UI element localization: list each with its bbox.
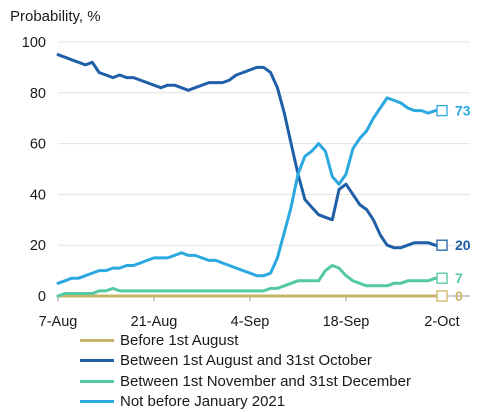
series-line-not-before-jan-2021 (56, 96, 444, 285)
series-line-between-aug-oct (56, 53, 444, 250)
end-marker-between-aug-oct (436, 239, 448, 251)
y-tick-labels: 0 20 40 60 80 100 (22, 35, 46, 305)
x-tick-label: 4-Sep (231, 314, 270, 330)
end-markers: 0 20 7 73 (436, 103, 471, 304)
legend-label: Not before January 2021 (120, 393, 286, 411)
legend-item-not-before-jan-2021: Not before January 2021 (80, 392, 411, 412)
legend-swatch (80, 379, 114, 383)
y-tick-label: 0 (38, 289, 46, 305)
legend-item-between-nov-dec: Between 1st November and 31st December (80, 371, 411, 392)
end-marker-before-1st-august (436, 290, 448, 302)
legend-label: Between 1st August and 31st October (120, 352, 372, 370)
legend: Before 1st August Between 1st August and … (80, 330, 411, 412)
y-tick-label: 20 (30, 238, 46, 254)
y-tick-label: 60 (30, 137, 46, 153)
line-chart: Probability, % 0 20 40 60 80 100 7-Aug 21-Aug 4… (10, 8, 471, 330)
x-tick-label: 7-Aug (39, 314, 78, 330)
x-tick-label: 2-Oct (424, 314, 459, 330)
y-axis-label: Probability, % (10, 8, 101, 25)
x-tick-labels: 7-Aug 21-Aug 4-Sep 18-Sep 2-Oct (39, 296, 460, 330)
end-label-between-aug-oct: 20 (455, 237, 471, 253)
legend-swatch (80, 338, 114, 342)
legend-label: Between 1st November and 31st December (120, 372, 411, 390)
series-lines (56, 53, 444, 298)
y-tick-label: 80 (30, 86, 46, 102)
series-line-between-nov-dec (56, 264, 444, 298)
y-tick-label: 100 (22, 35, 46, 51)
legend-swatch (80, 359, 114, 363)
legend-item-before-1st-august: Before 1st August (80, 330, 411, 351)
y-tick-label: 40 (30, 187, 46, 203)
legend-label: Before 1st August (120, 331, 239, 349)
x-tick-label: 21-Aug (131, 314, 178, 330)
x-tick-label: 18-Sep (323, 314, 370, 330)
end-marker-not-before-jan-2021 (436, 104, 448, 117)
end-label-not-before-jan-2021: 73 (455, 103, 471, 119)
end-marker-between-nov-dec (436, 272, 448, 284)
end-label-before-1st-august: 0 (455, 288, 463, 304)
legend-swatch (80, 400, 114, 404)
end-label-between-nov-dec: 7 (455, 270, 463, 286)
legend-item-between-aug-oct: Between 1st August and 31st October (80, 351, 411, 372)
gridlines (58, 41, 470, 297)
